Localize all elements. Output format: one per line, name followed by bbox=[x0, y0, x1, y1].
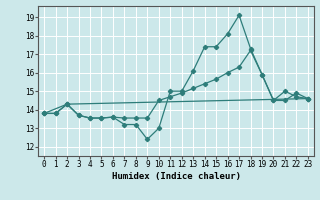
X-axis label: Humidex (Indice chaleur): Humidex (Indice chaleur) bbox=[111, 172, 241, 181]
